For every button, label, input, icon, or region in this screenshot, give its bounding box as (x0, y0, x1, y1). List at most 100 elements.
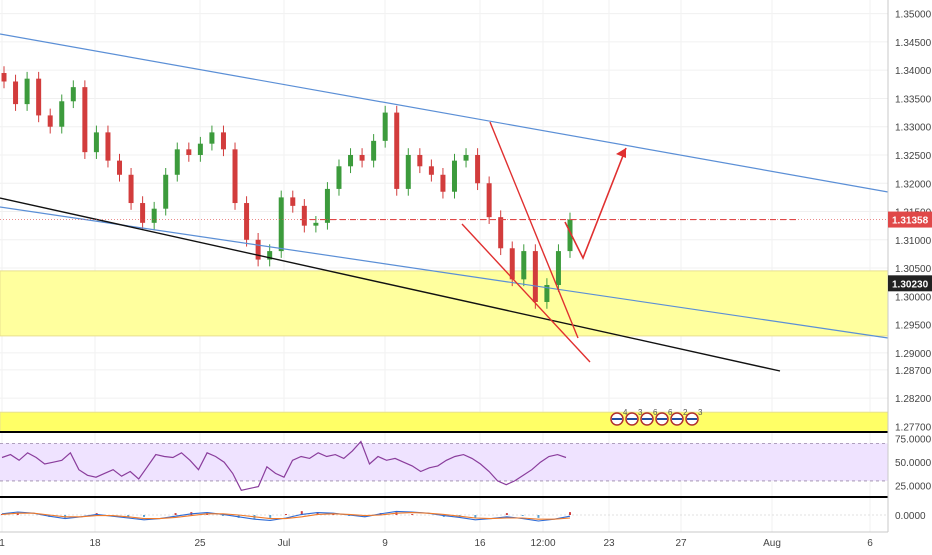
candle-body (290, 197, 296, 206)
candle-body (336, 166, 342, 189)
price-axis-tick-label: 1.34500 (895, 38, 932, 49)
highlight-zone (0, 411, 889, 433)
candle-body (440, 174, 446, 192)
macd-signal-line (1, 512, 571, 520)
projection-arrowhead (616, 148, 626, 158)
rsi-axis-tick-label: 50.0000 (895, 458, 932, 469)
event-count: 3 (638, 408, 643, 417)
upper-channel-line (0, 33, 889, 193)
price-axis-tick-label: 1.27700 (895, 422, 932, 433)
event-count: 4 (623, 408, 628, 417)
candle-body (394, 112, 400, 189)
candle-body (359, 154, 365, 161)
candle-body (313, 222, 319, 226)
candle-body (244, 203, 250, 240)
candle-body (371, 140, 377, 161)
candle-body (59, 101, 65, 127)
time-axis-tick-label: 12:00 (530, 538, 555, 549)
candle-body (36, 78, 42, 116)
price-axis-tick-label: 1.29500 (895, 321, 932, 332)
price-axis-tick-label: 1.30500 (895, 264, 932, 275)
price-axis-tick-label: 1.35000 (895, 10, 932, 21)
candle-body (509, 248, 515, 280)
candle-body (486, 183, 492, 218)
candle-body (117, 160, 123, 175)
time-axis-tick-label: Jul (278, 538, 291, 549)
candle-body (544, 285, 550, 302)
candle-body (428, 166, 434, 175)
candle-body (24, 78, 30, 105)
price-axis-tick-label: 1.31000 (895, 236, 932, 247)
macd-line (1, 510, 571, 522)
price-tag-label: 1.30230 (892, 279, 929, 290)
time-axis-tick-label: 1 (0, 538, 5, 549)
black-trend-line (0, 197, 781, 372)
candle-body (140, 203, 146, 223)
candle-body (463, 154, 469, 161)
candle-body (267, 251, 273, 260)
rsi-axis-tick-label: 75.0000 (895, 435, 932, 446)
price-axis-tick-label: 1.30000 (895, 292, 932, 303)
candle-body (255, 239, 261, 260)
candle-body (93, 132, 99, 153)
price-axis-tick-label: 1.34000 (895, 66, 932, 77)
price-axis-tick-label: 1.29000 (895, 349, 932, 360)
candle-body (451, 160, 457, 192)
candle-body (417, 154, 423, 167)
price-axis-tick-label: 1.28200 (895, 394, 932, 405)
candle-body (555, 251, 561, 286)
rsi-axis-tick-label: 25.0000 (895, 482, 932, 493)
candle-body (151, 208, 157, 223)
event-count: 3 (698, 408, 703, 417)
candle-body (521, 251, 527, 280)
price-axis-tick-label: 1.32000 (895, 179, 932, 190)
projection-arrow (564, 147, 627, 260)
candle-body (174, 149, 180, 175)
highlight-zone (0, 270, 889, 337)
candle-body (128, 174, 134, 204)
candle-body (324, 188, 330, 223)
price-axis-tick-label: 1.33000 (895, 123, 932, 134)
candle-body (47, 115, 53, 127)
candle-body (348, 154, 354, 167)
price-axis-tick-label: 1.33500 (895, 94, 932, 105)
candle-body (232, 149, 238, 204)
wedge-lower-line (461, 223, 591, 363)
wedge-upper-line (489, 121, 579, 339)
price-axis-tick-label: 1.32500 (895, 151, 932, 162)
candle-body (532, 251, 538, 302)
candle-body (1, 73, 7, 82)
lower-channel-line (0, 206, 889, 339)
candle-body (220, 132, 226, 150)
macd-axis-tick-label: 0.0000 (895, 511, 926, 522)
candle-body (197, 143, 203, 155)
candle-body (475, 154, 481, 184)
candle-body (301, 205, 307, 226)
event-count: 6 (653, 408, 658, 417)
candle-body (498, 217, 504, 249)
price-tag (888, 211, 932, 228)
candle-body (278, 197, 284, 252)
event-count: 6 (668, 408, 673, 417)
candle-body (567, 219, 573, 252)
candle-body (209, 132, 215, 144)
candle-body (82, 87, 88, 153)
rsi-line (1, 440, 567, 491)
time-axis-tick-label: Aug (763, 538, 781, 549)
time-axis-tick-label: 27 (675, 538, 687, 549)
candle-body (405, 154, 411, 189)
price-axis-tick-label: 1.28700 (895, 366, 932, 377)
time-axis-tick-label: 6 (867, 538, 873, 549)
event-count: 2 (683, 408, 688, 417)
candle-body (70, 87, 76, 102)
candle-body (186, 149, 192, 155)
time-axis-tick-label: 18 (89, 538, 101, 549)
time-axis-tick-label: 25 (194, 538, 206, 549)
candle-body (13, 81, 19, 105)
candle-body (382, 112, 388, 141)
price-tag (888, 275, 932, 292)
candle-body (105, 132, 111, 161)
time-axis-tick-label: 9 (382, 538, 388, 549)
